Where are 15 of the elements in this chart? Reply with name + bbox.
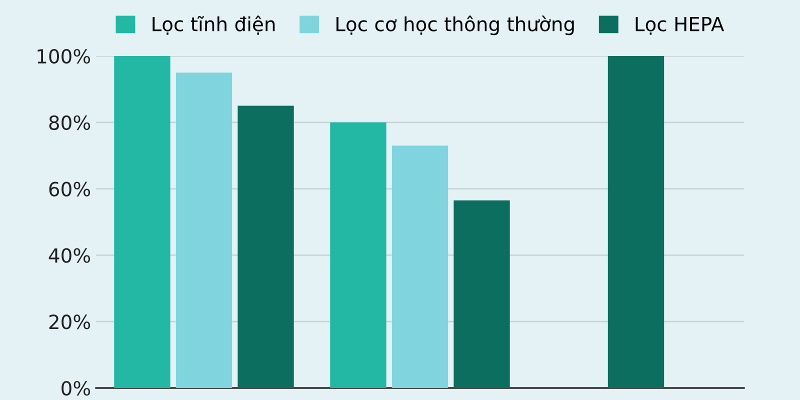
bar: [176, 72, 232, 388]
bar: [454, 200, 510, 388]
y-tick-label: 100%: [38, 48, 90, 64]
legend-label: Lọc cơ học thông thường: [336, 16, 574, 36]
bar: [114, 56, 170, 388]
y-tick-label: 80%: [49, 115, 90, 130]
bar: [392, 146, 448, 388]
y-tick-label: 20%: [49, 314, 90, 330]
y-tick-label: 40%: [48, 248, 90, 263]
legend-label: Lọc tĩnh điện: [152, 16, 275, 35]
y-tick-label: 0%: [62, 380, 90, 396]
y-tick-label: 60%: [49, 182, 90, 196]
bar: [330, 122, 386, 388]
legend-label: Lọc HEPA: [636, 16, 724, 35]
bar: [238, 106, 294, 388]
